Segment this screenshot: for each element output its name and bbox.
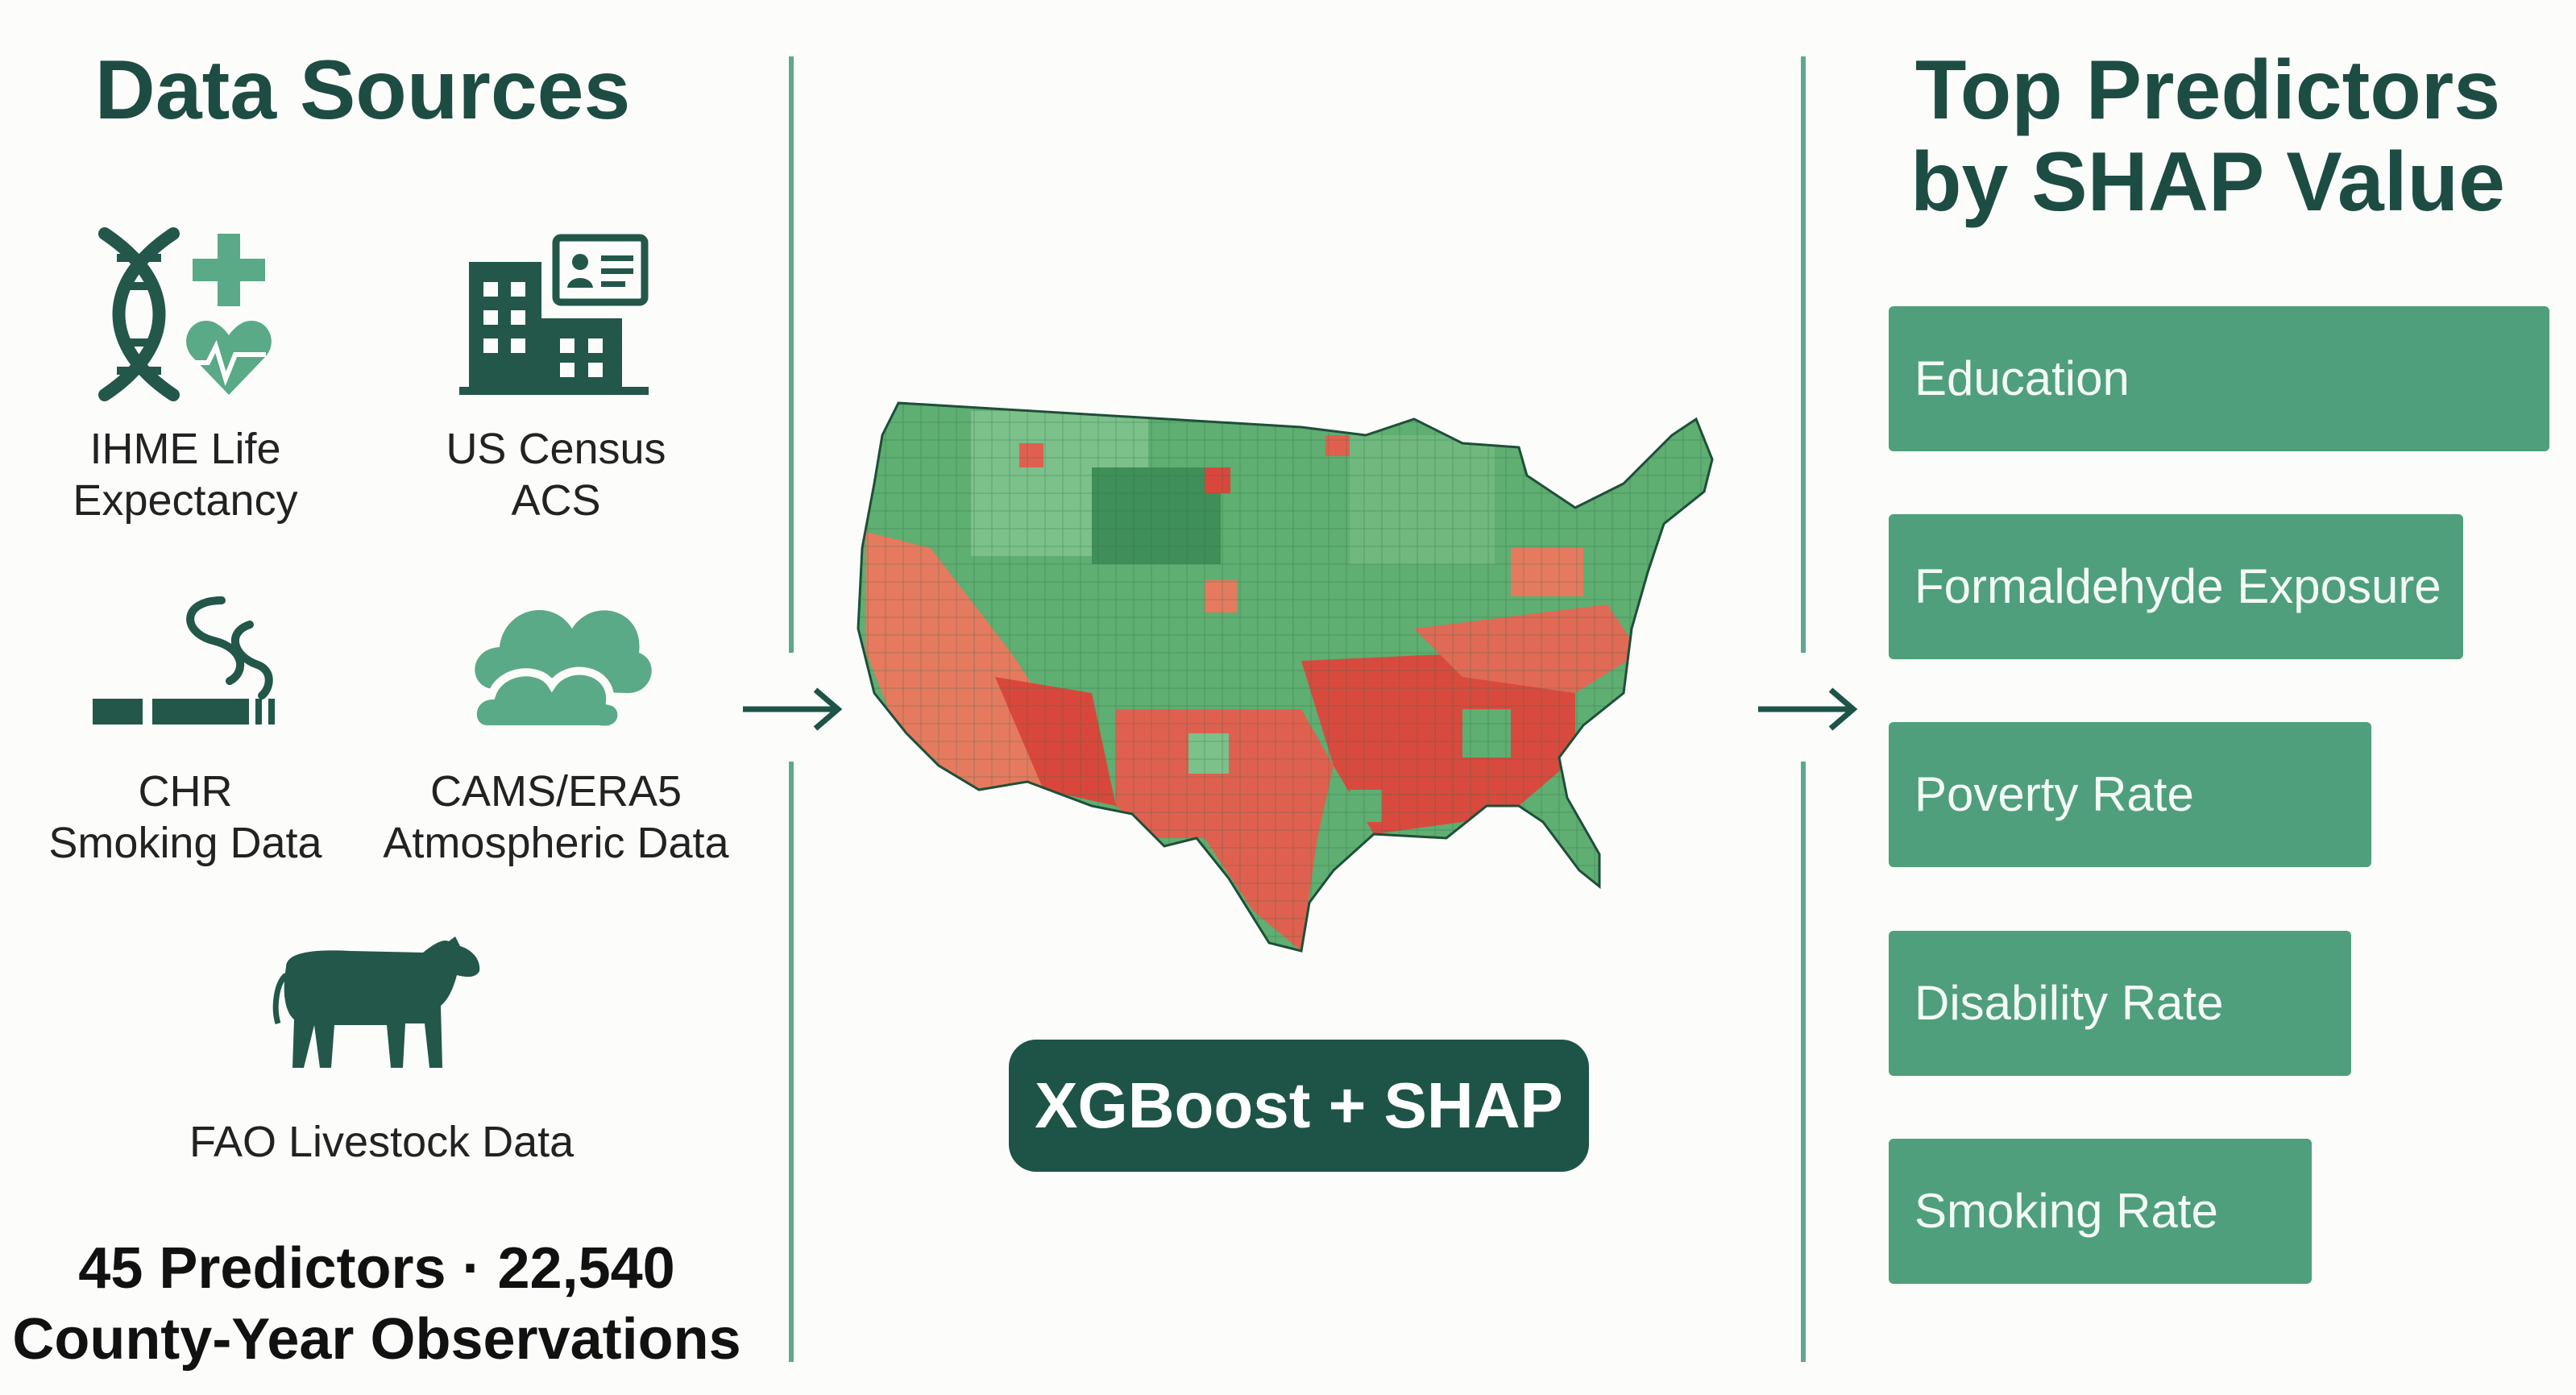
arrow-right-icon <box>1758 687 1858 731</box>
predictor-label: Smoking Rate <box>1914 1184 2218 1238</box>
cow-icon <box>272 936 480 1068</box>
divider-right-top <box>1801 56 1806 653</box>
predictor-bar: Formaldehyde Exposure <box>1889 514 2463 659</box>
cigarette-icon <box>93 596 275 724</box>
top-predictors-title: Top Predictors by SHAP Value <box>1910 44 2505 230</box>
divider-right-bottom <box>1801 762 1806 1362</box>
us-county-choropleth-map <box>857 401 1714 953</box>
source-chr-label: CHR Smoking Data <box>48 767 322 867</box>
predictor-bar: Education <box>1889 306 2549 451</box>
predictor-label: Disability Rate <box>1914 976 2224 1030</box>
source-fao-label: FAO Livestock Data <box>189 1118 575 1166</box>
predictor-label: Education <box>1914 351 2130 405</box>
source-cams-label: CAMS/ERA5 Atmospheric Data <box>383 767 729 867</box>
building-id-card-icon <box>459 234 649 395</box>
cloud-icon <box>468 609 652 734</box>
dna-health-icon <box>98 227 272 401</box>
dataset-summary: 45 Predictors · 22,540 County-Year Obser… <box>12 1236 741 1372</box>
predictor-label: Formaldehyde Exposure <box>1914 559 2441 613</box>
divider-left-bottom <box>789 762 794 1362</box>
predictor-bar: Disability Rate <box>1889 931 2351 1076</box>
predictor-label: Poverty Rate <box>1914 767 2194 821</box>
arrow-right-icon <box>743 687 843 731</box>
source-census-label: US Census ACS <box>446 425 666 525</box>
predictor-bar: Poverty Rate <box>1889 722 2371 867</box>
model-label-badge: XGBoost + SHAP <box>1009 1040 1589 1172</box>
source-ihme-label: IHME Life Expectancy <box>73 425 298 525</box>
data-sources-title: Data Sources <box>94 44 631 137</box>
divider-left-top <box>789 56 794 653</box>
predictor-bar: Smoking Rate <box>1889 1139 2312 1284</box>
